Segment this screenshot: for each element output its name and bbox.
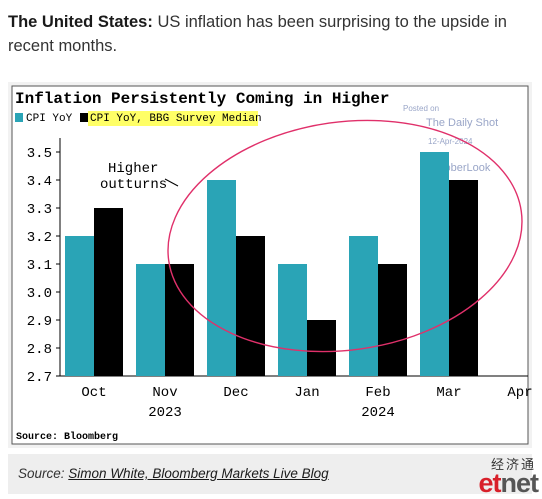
- footer-source-prefix: Source:: [18, 466, 65, 481]
- caption-text: US inflation has been surprising to the …: [8, 13, 507, 55]
- annotation-line-2: outturns: [100, 177, 167, 193]
- y-tick-label: 3.4: [27, 174, 52, 190]
- bar-median: [165, 264, 194, 376]
- legend-swatch-cpi: [15, 113, 23, 122]
- chart-frame: Inflation Persistently Coming in Higher …: [8, 82, 533, 448]
- bar-cpi: [420, 152, 449, 376]
- bar-cpi: [65, 236, 94, 376]
- x-tick-label: Nov: [152, 385, 177, 401]
- bar-median: [449, 180, 478, 376]
- logo-net: net: [500, 468, 539, 498]
- bar-cpi: [278, 264, 307, 376]
- x-tick-label: Jan: [294, 385, 319, 401]
- y-tick-label: 2.7: [27, 370, 52, 386]
- x-tick-label: Apr: [507, 385, 532, 401]
- x-tick-label: Oct: [81, 385, 106, 401]
- y-tick-label: 3.5: [27, 146, 52, 162]
- year-label: 2023: [148, 405, 182, 421]
- chart-title: Inflation Persistently Coming in Higher: [15, 90, 389, 108]
- bar-cpi: [136, 264, 165, 376]
- x-tick-label: Dec: [223, 385, 248, 401]
- bar-median: [94, 208, 123, 376]
- bar-cpi: [207, 180, 236, 376]
- highlight-circle: [167, 119, 523, 353]
- legend-label-median: CPI YoY, BBG Survey Median: [90, 113, 262, 125]
- bar-median: [378, 264, 407, 376]
- chart-source: Source: Bloomberg: [16, 431, 118, 443]
- logo-et: et: [478, 468, 501, 498]
- footer-source: Source: Simon White, Bloomberg Markets L…: [18, 466, 329, 481]
- caption-bold: The United States:: [8, 13, 153, 31]
- chart: Inflation Persistently Coming in Higher …: [11, 85, 533, 445]
- annotation-line-1: Higher: [108, 161, 158, 177]
- watermark-date: 12-Apr-2024: [428, 137, 473, 146]
- y-tick-label: 2.8: [27, 342, 52, 358]
- watermark-dailyshot: The Daily Shot: [426, 117, 498, 129]
- footer-source-link[interactable]: Simon White, Bloomberg Markets Live Blog: [68, 466, 329, 481]
- y-tick-label: 2.9: [27, 314, 52, 330]
- y-tick-label: 3.3: [27, 202, 52, 218]
- annotation-arrow: [164, 178, 179, 187]
- bar-median: [307, 320, 336, 376]
- legend-label-cpi: CPI YoY: [26, 113, 73, 125]
- bar-cpi: [349, 236, 378, 376]
- caption: The United States: US inflation has been…: [8, 10, 528, 58]
- watermark-posted: Posted on: [403, 104, 439, 113]
- legend-highlight: [88, 111, 258, 126]
- x-tick-label: Mar: [436, 385, 461, 401]
- legend-swatch-median: [80, 113, 88, 122]
- y-tick-label: 3.2: [27, 230, 52, 246]
- y-tick-label: 3.1: [27, 258, 52, 274]
- source-box: [8, 454, 532, 494]
- bar-median: [236, 236, 265, 376]
- x-tick-label: Feb: [365, 385, 390, 401]
- y-tick-label: 3.0: [27, 286, 52, 302]
- plot-area: 3.5 3.4 3.3 3.2 3.1 3.0 2.9 2.8 2.7 Oct Nov Dec Jan F…: [27, 138, 533, 421]
- logo-cn: 经济通: [490, 457, 536, 472]
- etnet-logo: etnet: [478, 468, 539, 498]
- year-label: 2024: [361, 405, 395, 421]
